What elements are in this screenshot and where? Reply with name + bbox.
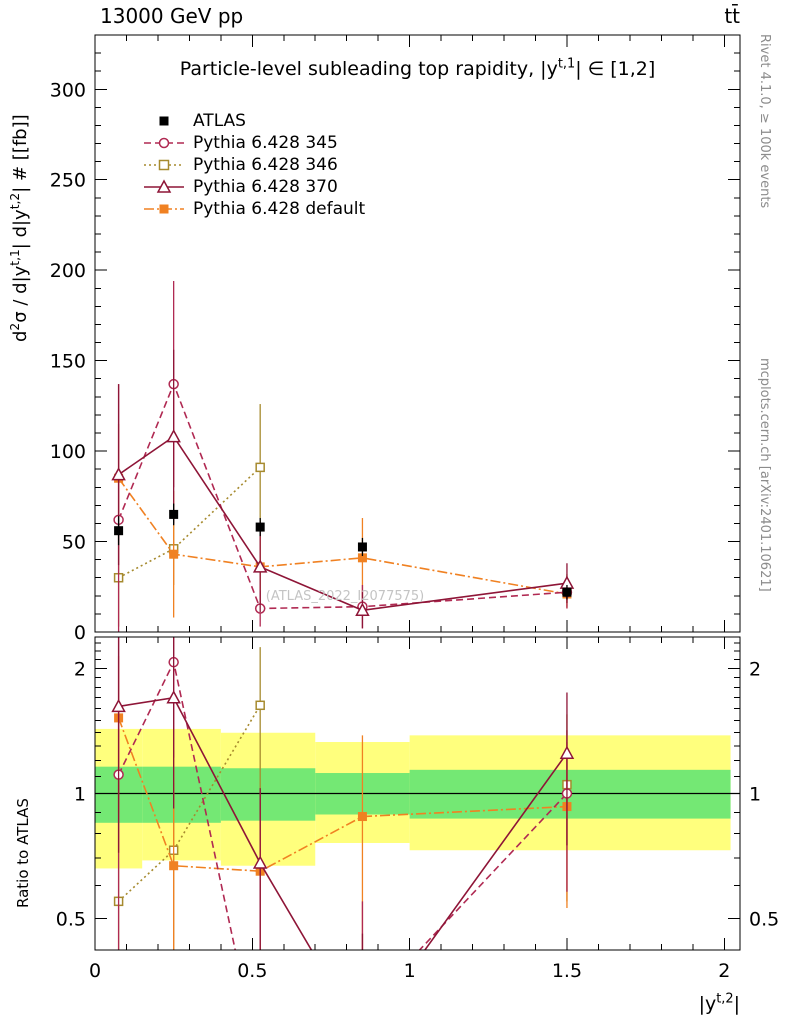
svg-text:0.5: 0.5 [56, 909, 86, 931]
svg-text:100: 100 [50, 441, 86, 463]
svg-text:0.5: 0.5 [237, 960, 267, 982]
svg-text:250: 250 [50, 170, 86, 192]
svg-text:2: 2 [74, 658, 86, 680]
svg-text:0.5: 0.5 [749, 909, 779, 931]
svg-text:1.5: 1.5 [552, 960, 582, 982]
svg-text:0: 0 [89, 960, 101, 982]
svg-text:2: 2 [749, 658, 761, 680]
svg-text:0: 0 [74, 622, 86, 644]
svg-text:50: 50 [62, 532, 86, 554]
svg-text:1: 1 [74, 783, 86, 805]
svg-text:1: 1 [404, 960, 416, 982]
svg-text:1: 1 [749, 783, 761, 805]
svg-text:200: 200 [50, 260, 86, 282]
svg-text:150: 150 [50, 351, 86, 373]
svg-text:2: 2 [718, 960, 730, 982]
svg-text:300: 300 [50, 79, 86, 101]
